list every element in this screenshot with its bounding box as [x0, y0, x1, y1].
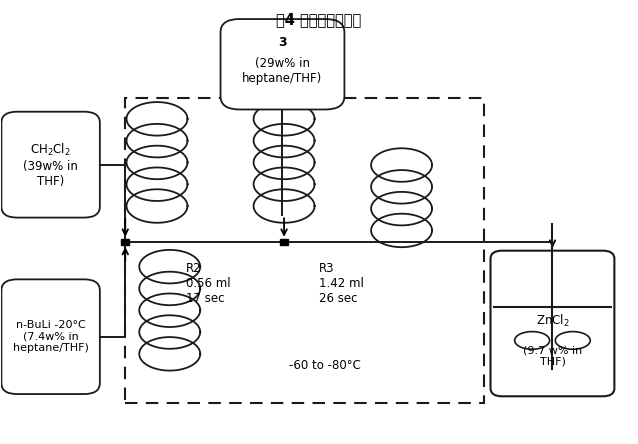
FancyBboxPatch shape [1, 112, 100, 218]
Text: -60 to -80°C: -60 to -80°C [290, 359, 361, 372]
Bar [280, 239, 288, 245]
Bar [121, 239, 130, 245]
Ellipse shape [515, 332, 549, 349]
Text: n-BuLi -20°C
(7.4w% in
heptane/THF): n-BuLi -20°C (7.4w% in heptane/THF) [13, 320, 89, 353]
Text: ZnCl$_2$: ZnCl$_2$ [536, 313, 569, 329]
Text: (9.7 w% in
THF): (9.7 w% in THF) [523, 345, 582, 367]
Ellipse shape [555, 332, 590, 349]
Text: (29w% in
heptane/THF): (29w% in heptane/THF) [242, 57, 323, 85]
Text: R2
0.56 ml
17 sec: R2 0.56 ml 17 sec [186, 262, 230, 305]
FancyBboxPatch shape [491, 251, 614, 396]
Text: 圖4 優化的生產裝置: 圖4 優化的生產裝置 [276, 12, 362, 28]
FancyBboxPatch shape [1, 279, 100, 394]
Text: CH$_2$Cl$_2$
(39w% in
THF): CH$_2$Cl$_2$ (39w% in THF) [23, 142, 78, 188]
FancyBboxPatch shape [221, 19, 345, 110]
Text: 3: 3 [278, 36, 287, 48]
Text: R3
1.42 ml
26 sec: R3 1.42 ml 26 sec [319, 262, 364, 305]
Bar [125, 99, 484, 403]
